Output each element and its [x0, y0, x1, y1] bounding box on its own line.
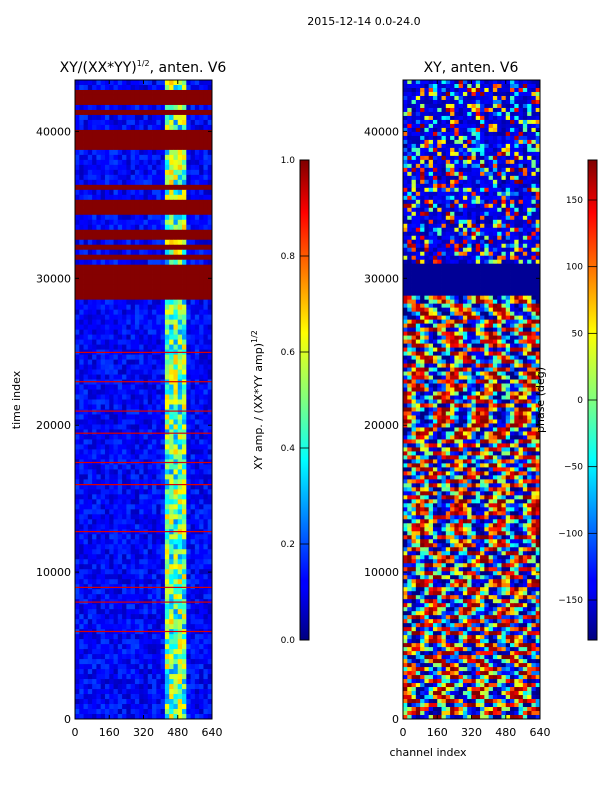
y-tick-label: 0: [392, 713, 399, 726]
x-tick-label: 0: [400, 726, 407, 739]
colorbar-tick-label: −50: [564, 463, 583, 473]
left-heatmap-image: [75, 80, 213, 720]
right-panel-title: XY, anten. V6: [424, 60, 519, 76]
x-tick-label: 640: [202, 726, 223, 739]
colorbar-tick-label: 0.6: [281, 348, 296, 358]
colorbar-tick-label: 0.4: [281, 444, 296, 454]
y-tick-label: 20000: [36, 419, 71, 432]
left-y-ticks: 0 10000 20000 30000 40000: [36, 125, 212, 726]
colorbar-tick-label: 0.8: [281, 252, 296, 262]
x-tick-label: 320: [133, 726, 154, 739]
colorbar-tick-label: 50: [572, 329, 584, 339]
right-y-ticks: 0 10000 20000 30000 40000: [364, 125, 540, 726]
colorbar-tick-label: −100: [558, 529, 583, 539]
y-tick-label: 40000: [364, 125, 399, 138]
right-x-ticks: 0 160 320 480 640: [400, 80, 551, 739]
colorbar-tick-label: 100: [566, 263, 583, 273]
left-title-tail: , anten. V6: [150, 60, 227, 76]
x-tick-label: 160: [427, 726, 448, 739]
colorbar-tick-label: −150: [558, 596, 583, 606]
left-title-exponent: 1/2: [137, 59, 150, 68]
x-tick-label: 480: [495, 726, 516, 739]
x-tick-label: 320: [461, 726, 482, 739]
amplitude-colorbar-label: XY amp. / (XX*YY amp)1/2: [250, 330, 265, 470]
left-x-ticks: 0 160 320 480 640: [72, 80, 223, 739]
y-tick-label: 40000: [36, 125, 71, 138]
y-tick-label: 30000: [364, 272, 399, 285]
colorbar-tick-label: 1.0: [281, 156, 296, 166]
y-tick-label: 10000: [36, 566, 71, 579]
left-y-axis-label: time index: [10, 370, 23, 429]
y-tick-label: 10000: [364, 566, 399, 579]
phase-colorbar-ticks: −150 −100 −50 0 50 100 150: [558, 196, 597, 606]
right-x-axis-label: channel index: [389, 746, 467, 759]
right-heatmap-image: [403, 80, 541, 720]
phase-colorbar-label: phase (deg): [534, 367, 547, 433]
y-tick-label: 30000: [36, 272, 71, 285]
y-tick-label: 0: [64, 713, 71, 726]
colorbar-tick-label: 150: [566, 196, 583, 206]
x-tick-label: 160: [99, 726, 120, 739]
colorbar-tick-label: 0: [577, 396, 583, 406]
left-title-main: XY/(XX*YY): [60, 60, 137, 76]
amplitude-colorbar-ticks: 0.0 0.2 0.4 0.6 0.8 1.0: [281, 156, 309, 646]
x-tick-label: 0: [72, 726, 79, 739]
figure-suptitle: 2015-12-14 0.0-24.0: [307, 15, 420, 28]
left-panel-title: XY/(XX*YY)1/2, anten. V6: [60, 59, 227, 76]
x-tick-label: 480: [167, 726, 188, 739]
colorbar-tick-label: 0.0: [281, 636, 296, 646]
y-tick-label: 20000: [364, 419, 399, 432]
x-tick-label: 640: [530, 726, 551, 739]
amplitude-colorbar: [299, 159, 310, 641]
colorbar-tick-label: 0.2: [281, 540, 295, 550]
